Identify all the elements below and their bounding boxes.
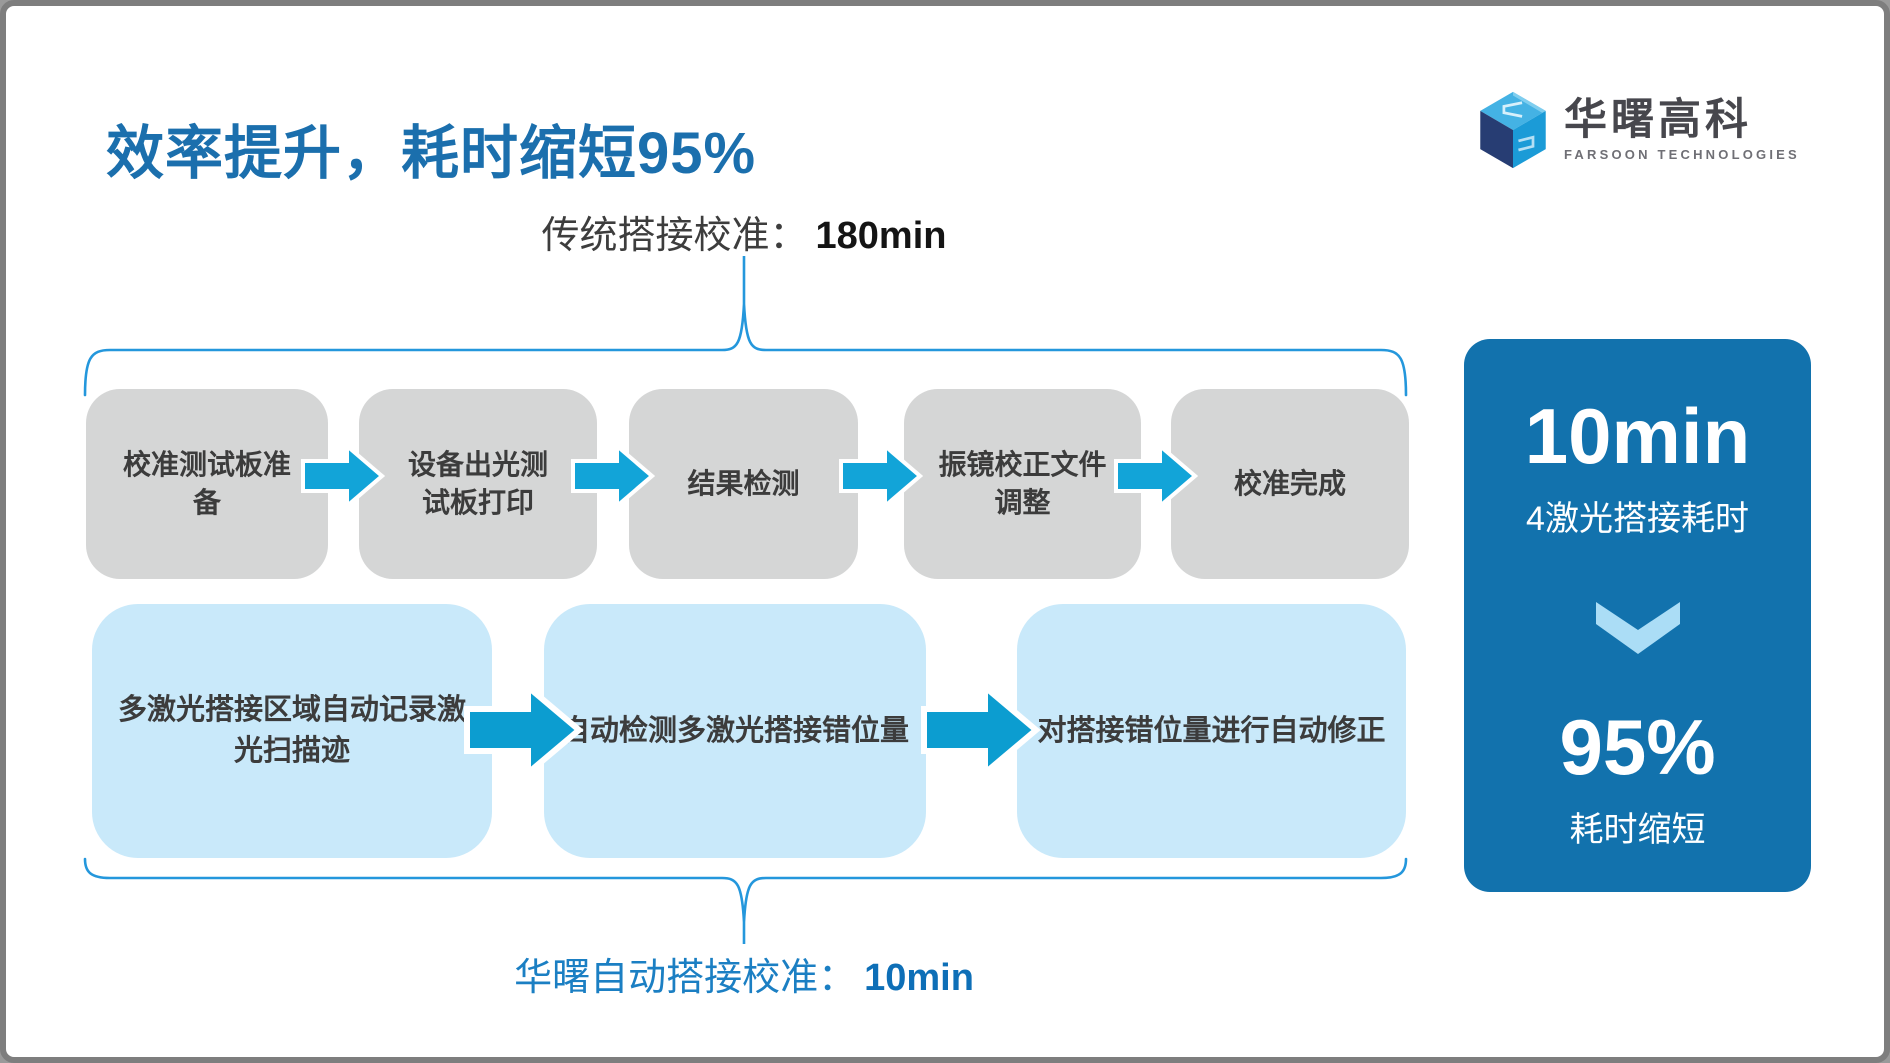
traditional-label-time: 180min: [815, 215, 947, 257]
automated-step-box: 多激光搭接区域自动记录激光扫描迹: [92, 604, 492, 858]
logo-company-name: 华曙高科: [1564, 95, 1752, 144]
traditional-step-label: 校准测试板准备: [122, 449, 291, 518]
cube-logo-icon: [1480, 91, 1546, 169]
summary-time-value: 10min: [1524, 392, 1751, 480]
traditional-step-label: 设备出光测试板打印: [407, 449, 548, 518]
automated-step-label: 自动检测多激光搭接错位量: [560, 714, 909, 747]
flow-arrow-right-icon: [301, 443, 385, 509]
flow-arrow-right-icon: [921, 682, 1041, 778]
flow-arrow-right-icon: [464, 682, 584, 778]
traditional-step-label: 校准完成: [1233, 468, 1346, 500]
automated-flow-label: 华曙自动搭接校准： 10min: [514, 946, 974, 1001]
summary-time-caption: 4激光搭接耗时: [1526, 500, 1749, 538]
brace-automated: [83, 857, 1408, 944]
flow-arrow-right-icon: [839, 443, 923, 509]
traditional-label-text: 传统搭接校准：: [541, 215, 808, 257]
traditional-step-box: 校准测试板准备: [86, 389, 328, 579]
automated-label-text: 华曙自动搭接校准：: [514, 957, 857, 999]
traditional-step-box: 结果检测: [629, 389, 858, 579]
traditional-step-label: 振镜校正文件调整: [938, 449, 1107, 518]
traditional-step-label: 结果检测: [687, 468, 800, 500]
automated-step-label: 多激光搭接区域自动记录激光扫描迹: [117, 694, 466, 767]
logo-text: 华曙高科 FARSOON TECHNOLOGIES: [1564, 95, 1800, 162]
company-logo: 华曙高科 FARSOON TECHNOLOGIES: [1476, 90, 1800, 170]
automated-step-box: 对搭接错位量进行自动修正: [1017, 604, 1406, 858]
chevron-down-icon: [1595, 602, 1680, 654]
automated-label-time: 10min: [864, 957, 974, 999]
summary-percent-value: 95%: [1559, 703, 1716, 791]
traditional-flow-label: 传统搭接校准： 180min: [542, 204, 947, 259]
summary-card: 10min 4激光搭接耗时 95% 耗时缩短: [1464, 339, 1811, 892]
flow-arrow-right-icon: [1114, 443, 1198, 509]
automated-step-box: 自动检测多激光搭接错位量: [544, 604, 926, 858]
flow-arrow-right-icon: [571, 443, 655, 509]
logo-company-subtitle: FARSOON TECHNOLOGIES: [1564, 146, 1800, 162]
page-title: 效率提升，耗时缩短95%: [106, 121, 757, 186]
automated-step-label: 对搭接错位量进行自动修正: [1037, 714, 1386, 747]
traditional-step-box: 设备出光测试板打印: [359, 389, 597, 579]
traditional-step-box: 校准完成: [1171, 389, 1409, 579]
summary-percent-caption: 耗时缩短: [1569, 811, 1706, 849]
brace-traditional: [83, 256, 1408, 397]
traditional-step-box: 振镜校正文件调整: [904, 389, 1141, 579]
